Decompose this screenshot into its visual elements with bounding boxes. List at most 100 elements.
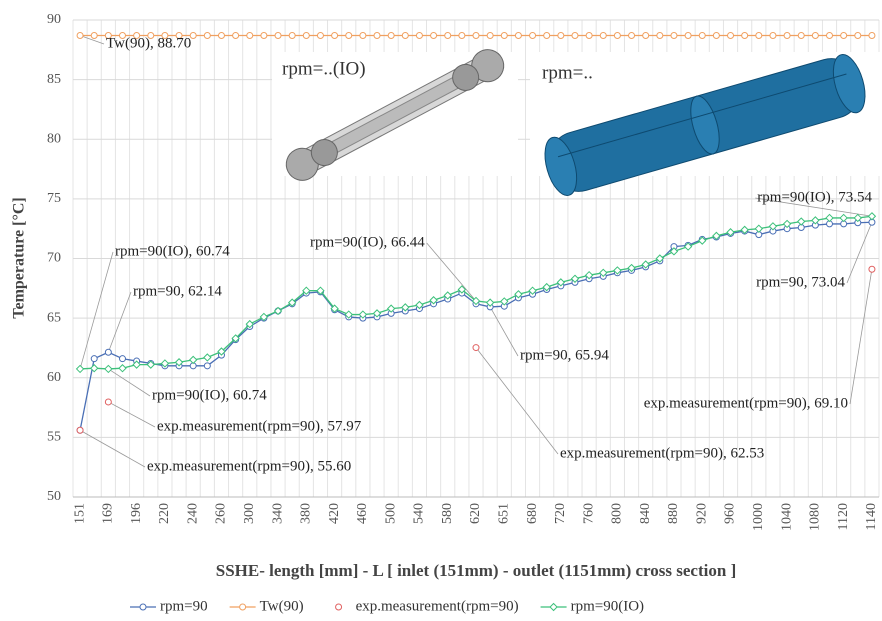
point [119,356,125,362]
point [204,33,210,39]
inset-label: rpm=.. [542,62,593,83]
point [388,33,394,39]
point [586,33,592,39]
y-tick-label: 90 [47,12,61,27]
x-tick-label: 800 [610,503,625,524]
x-tick-label: 1080 [808,503,823,531]
point [558,33,564,39]
y-tick-label: 85 [47,72,61,87]
legend-marker [140,604,146,610]
point [629,33,635,39]
y-tick-label: 70 [47,251,61,266]
legend-label: exp.measurement(rpm=90) [356,598,519,614]
point [91,356,97,362]
x-tick-label: 620 [468,503,483,524]
x-tick-label: 960 [723,503,738,524]
point [643,33,649,39]
point [742,33,748,39]
point [473,345,479,351]
x-tick-label: 1040 [779,503,794,531]
point [360,33,366,39]
point [728,33,734,39]
point [233,33,239,39]
point [798,33,804,39]
point [247,33,253,39]
inset-label: rpm=..(IO) [282,58,366,79]
data-label: exp.measurement(rpm=90), 55.60 [147,458,351,474]
x-tick-label: 380 [299,503,314,524]
data-label: rpm=90(IO), 60.74 [115,243,230,259]
data-label: exp.measurement(rpm=90), 69.10 [644,395,848,411]
point [275,33,281,39]
point [119,365,126,372]
x-axis-title: SSHE- length [mm] - L [ inlet (151mm) - … [216,561,736,580]
legend-label: Tw(90) [260,598,304,614]
point [261,33,267,39]
point [332,33,338,39]
x-tick-label: 840 [638,503,653,524]
x-tick-label: 1000 [751,503,766,531]
x-tick-label: 169 [101,503,116,524]
x-tick-label: 500 [383,503,398,524]
point [840,214,847,221]
x-tick-label: 196 [129,503,144,524]
point [303,33,309,39]
x-tick-label: 720 [553,503,568,524]
y-tick-label: 60 [47,370,61,385]
x-tick-label: 151 [72,503,87,524]
point [473,33,479,39]
point [204,354,211,361]
y-tick-label: 50 [47,489,61,504]
point [671,33,677,39]
point [657,33,663,39]
legend-marker [550,604,557,611]
x-tick-label: 300 [242,503,257,524]
y-axis-title: Temperature [°C] [11,197,28,318]
data-label: rpm=90(IO), 60.74 [152,387,267,403]
point [77,427,83,433]
point [812,33,818,39]
x-tick-label: 540 [412,503,427,524]
leader-line [476,348,558,454]
point [487,33,493,39]
point [756,33,762,39]
point [105,349,111,355]
x-tick-label: 240 [185,503,200,524]
point [826,214,833,221]
point [77,33,83,39]
x-tick-label: 1120 [836,503,851,530]
point [91,33,97,39]
point [218,33,224,39]
legend-label: rpm=90 [160,598,208,614]
point [374,33,380,39]
point [501,33,507,39]
leader-line [850,269,872,404]
x-tick-label: 920 [694,503,709,524]
data-label: rpm=90, 65.94 [520,347,609,363]
data-label: rpm=90(IO), 66.44 [310,234,425,250]
insets: rpm=..(IO) rpm=.. [272,44,880,199]
point [572,33,578,39]
x-tick-label: 680 [525,503,540,524]
point [105,399,111,405]
point [798,218,805,225]
y-tick-label: 55 [47,430,61,445]
point [770,33,776,39]
x-tick-label: 220 [157,503,172,524]
leader-line [80,430,145,467]
point [317,33,323,39]
point [204,363,210,369]
x-tick-label: 580 [440,503,455,524]
y-tick-label: 65 [47,310,61,325]
point [346,33,352,39]
point [827,33,833,39]
x-tick-label: 760 [581,503,596,524]
point [445,33,451,39]
x-tick-label: 260 [214,503,229,524]
x-tick-label: 651 [496,503,511,524]
point [544,33,550,39]
point [431,33,437,39]
point [77,365,84,372]
data-label: rpm=90(IO), 73.54 [757,189,872,205]
y-tick-label: 75 [47,191,61,206]
